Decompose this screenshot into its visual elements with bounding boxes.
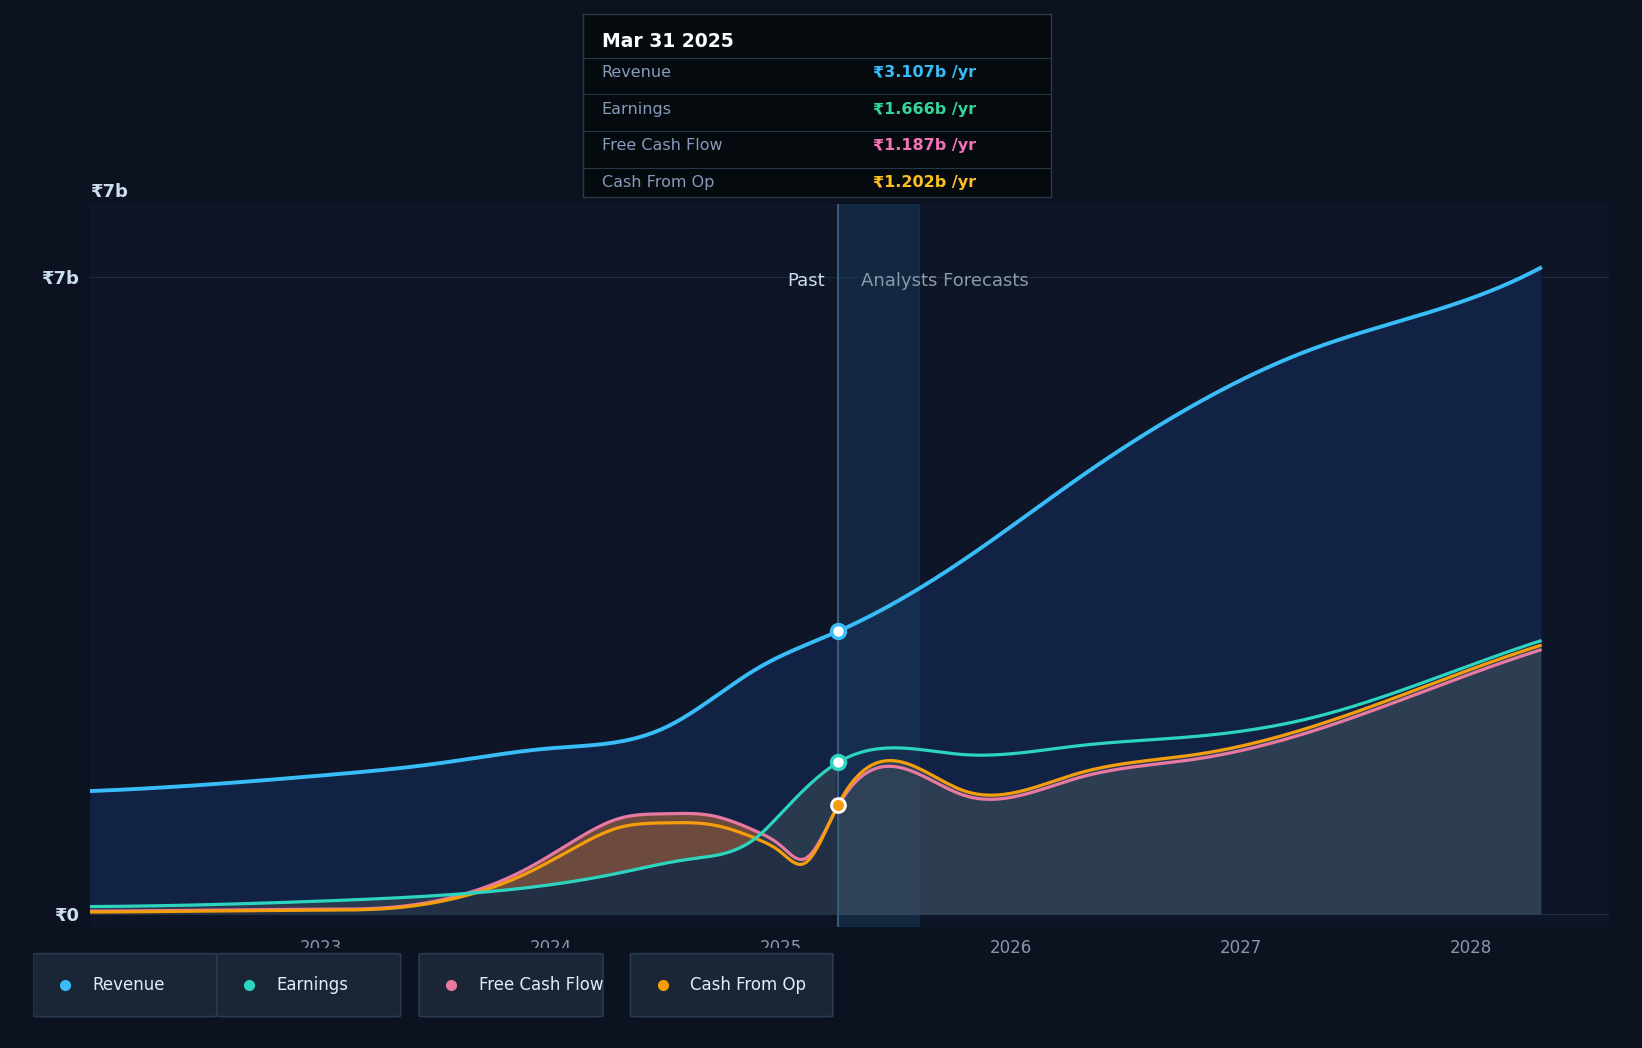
Text: ₹1.202b /yr: ₹1.202b /yr (874, 175, 977, 190)
FancyBboxPatch shape (419, 954, 603, 1017)
Text: Free Cash Flow: Free Cash Flow (601, 138, 722, 153)
Text: ₹1.666b /yr: ₹1.666b /yr (874, 102, 977, 116)
Text: Past: Past (787, 271, 824, 289)
Text: ₹3.107b /yr: ₹3.107b /yr (874, 65, 977, 80)
Text: Earnings: Earnings (276, 976, 348, 995)
Text: Analysts Forecasts: Analysts Forecasts (862, 271, 1030, 289)
FancyBboxPatch shape (631, 954, 832, 1017)
Text: Mar 31 2025: Mar 31 2025 (601, 31, 734, 51)
Bar (837, 204, 920, 927)
Text: Earnings: Earnings (601, 102, 672, 116)
FancyBboxPatch shape (33, 954, 217, 1017)
Text: Revenue: Revenue (601, 65, 672, 80)
FancyBboxPatch shape (217, 954, 401, 1017)
Text: Free Cash Flow: Free Cash Flow (479, 976, 603, 995)
Text: Revenue: Revenue (92, 976, 166, 995)
Text: ₹7b: ₹7b (90, 183, 128, 201)
Text: ₹1.187b /yr: ₹1.187b /yr (874, 138, 977, 153)
Text: Cash From Op: Cash From Op (690, 976, 806, 995)
Text: Cash From Op: Cash From Op (601, 175, 714, 190)
